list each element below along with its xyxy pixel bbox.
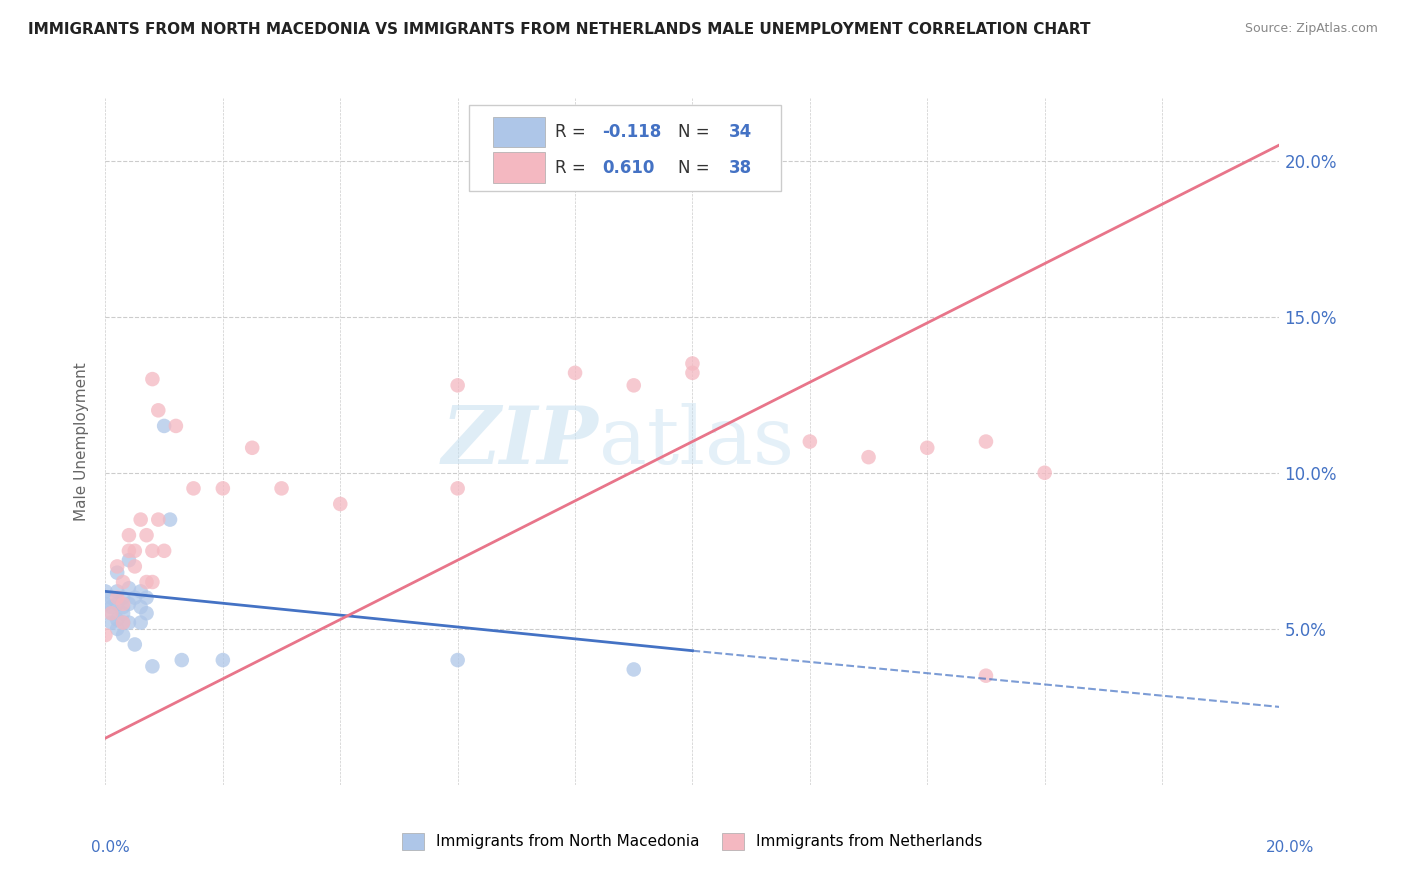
Point <box>240 441 263 455</box>
FancyBboxPatch shape <box>494 117 544 147</box>
Point <box>118 597 141 611</box>
Point <box>153 543 176 558</box>
Point <box>112 591 135 605</box>
Point <box>148 512 170 526</box>
Legend: Immigrants from North Macedonia, Immigrants from Netherlands: Immigrants from North Macedonia, Immigra… <box>396 827 988 856</box>
Point <box>447 378 470 392</box>
Point <box>112 607 135 621</box>
Point <box>118 553 141 567</box>
Point <box>141 543 163 558</box>
Point <box>682 356 704 370</box>
Text: N =: N = <box>678 123 716 141</box>
Text: Source: ZipAtlas.com: Source: ZipAtlas.com <box>1244 22 1378 36</box>
Point <box>270 482 292 496</box>
Text: IMMIGRANTS FROM NORTH MACEDONIA VS IMMIGRANTS FROM NETHERLANDS MALE UNEMPLOYMENT: IMMIGRANTS FROM NORTH MACEDONIA VS IMMIG… <box>28 22 1091 37</box>
Point <box>94 597 117 611</box>
Point <box>105 613 128 627</box>
Point <box>124 637 146 651</box>
Point <box>974 434 997 449</box>
Point <box>129 584 152 599</box>
Point <box>100 615 122 630</box>
Point <box>141 574 163 589</box>
Point <box>135 574 157 589</box>
Point <box>118 582 141 596</box>
Point <box>105 566 128 580</box>
Point <box>974 669 997 683</box>
Point <box>94 628 117 642</box>
Point <box>447 653 470 667</box>
Point <box>100 591 122 605</box>
Text: 34: 34 <box>728 123 752 141</box>
Point <box>135 607 157 621</box>
Point <box>100 607 122 621</box>
Point <box>124 591 146 605</box>
Point <box>105 559 128 574</box>
Point <box>141 659 163 673</box>
Text: ZIP: ZIP <box>441 403 599 480</box>
Point <box>170 653 193 667</box>
Point <box>112 597 135 611</box>
Text: 38: 38 <box>728 159 752 177</box>
Point <box>118 528 141 542</box>
Point <box>129 599 152 614</box>
Text: R =: R = <box>555 123 591 141</box>
Point <box>799 434 821 449</box>
Point <box>564 366 586 380</box>
Point <box>211 653 233 667</box>
Point <box>112 615 135 630</box>
Text: R =: R = <box>555 159 591 177</box>
Point <box>105 584 128 599</box>
Point <box>211 482 233 496</box>
Point <box>623 378 645 392</box>
Point <box>447 482 470 496</box>
Point <box>124 559 146 574</box>
Point <box>112 628 135 642</box>
Y-axis label: Male Unemployment: Male Unemployment <box>75 362 90 521</box>
Point <box>1033 466 1056 480</box>
Text: 0.610: 0.610 <box>602 159 654 177</box>
Point <box>100 599 122 614</box>
Point <box>858 450 880 464</box>
Point <box>129 615 152 630</box>
Point <box>100 607 122 621</box>
Point <box>129 512 152 526</box>
Point <box>329 497 352 511</box>
Point <box>148 403 170 417</box>
Point <box>124 543 146 558</box>
Point <box>165 418 187 433</box>
FancyBboxPatch shape <box>470 105 780 191</box>
Point <box>118 543 141 558</box>
Point <box>112 574 135 589</box>
Point <box>118 615 141 630</box>
Point <box>623 662 645 676</box>
Point <box>105 622 128 636</box>
Point <box>135 591 157 605</box>
Point <box>917 441 939 455</box>
Text: -0.118: -0.118 <box>602 123 661 141</box>
Point <box>153 418 176 433</box>
Point <box>112 615 135 630</box>
Text: atlas: atlas <box>599 402 793 481</box>
Point <box>105 591 128 605</box>
Point <box>105 597 128 611</box>
Point <box>141 372 163 386</box>
Point <box>682 366 704 380</box>
FancyBboxPatch shape <box>494 153 544 183</box>
Text: N =: N = <box>678 159 716 177</box>
Point <box>159 512 181 526</box>
Point <box>135 528 157 542</box>
Point <box>94 584 117 599</box>
Point <box>112 599 135 614</box>
Text: 0.0%: 0.0% <box>91 840 131 855</box>
Point <box>183 482 205 496</box>
Text: 20.0%: 20.0% <box>1267 840 1315 855</box>
